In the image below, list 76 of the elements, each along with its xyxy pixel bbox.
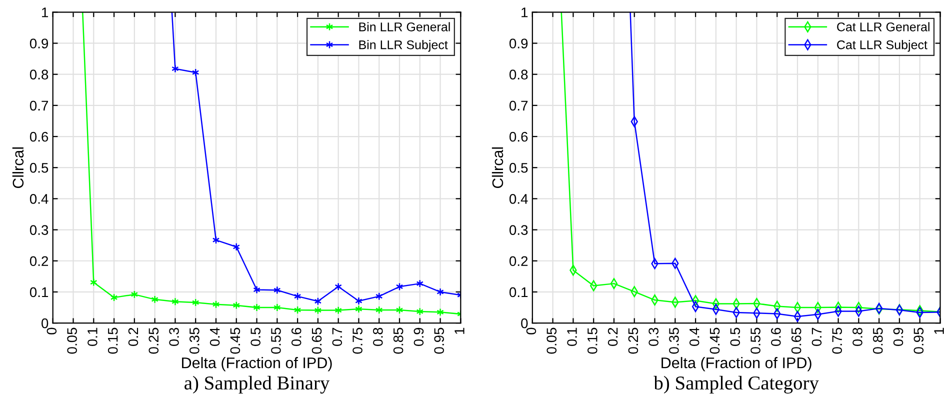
x-tick-label: 0.35 [669, 328, 679, 354]
x-axis-title: Delta (Fraction of IPD) [662, 357, 812, 372]
x-tick-label: 0.85 [393, 328, 404, 354]
x-tick-label: 0.9 [414, 328, 424, 346]
x-tick-label: 0.2 [128, 328, 138, 346]
x-tick-label: 0.6 [770, 328, 781, 346]
x-tick-label: 0.85 [872, 328, 883, 354]
y-tick-label: 0.3 [30, 225, 48, 235]
y-tick-label: 0.7 [30, 100, 48, 111]
x-tick-label: 0.95 [914, 328, 924, 354]
y-axis-title: Cllrcal [492, 147, 504, 188]
y-tick-label: 1 [42, 8, 48, 18]
x-tick-label: 0.35 [189, 328, 200, 354]
x-tick-label: 0.7 [332, 328, 342, 346]
x-tick-label: 0.5 [730, 328, 740, 346]
x-tick-label: 1 [934, 328, 944, 334]
y-tick-label: 0.6 [30, 132, 48, 142]
x-tick-label: 0.75 [352, 328, 362, 354]
x-tick-label: 1 [454, 328, 464, 334]
y-axis-title: Cllrcal [12, 147, 24, 188]
x-tick-label: 0.15 [587, 328, 598, 354]
point [253, 286, 260, 294]
x-tick-label: 0.4 [210, 328, 220, 346]
point [355, 304, 362, 314]
x-tick-label: 0.45 [230, 328, 240, 354]
text: a) Sampled Binary [184, 376, 330, 394]
y-tick-label: 0.6 [509, 132, 528, 142]
x-tick-label: 0.55 [271, 328, 281, 354]
x-tick-label: 0.4 [689, 328, 700, 346]
x-tick-label: 0.65 [791, 328, 802, 354]
y-tick-label: 0.4 [509, 194, 528, 204]
y-tick-label: 0.1 [30, 287, 48, 298]
y-tick-label: 0.2 [509, 256, 528, 266]
point [253, 303, 260, 312]
legend-label: Cat LLR General [837, 22, 930, 32]
x-tick-label: 0.75 [832, 328, 842, 354]
y-tick-label: 0.7 [509, 100, 528, 111]
x-tick-label: 0.1 [88, 328, 98, 346]
x-tick-label: 0.45 [710, 328, 720, 354]
y-tick-label: 0.8 [30, 70, 48, 80]
x-axis-title: Delta (Fraction of IPD) [182, 357, 332, 372]
y-tick-label: 0.4 [30, 194, 48, 204]
x-tick-label: 0.5 [250, 328, 260, 346]
y-tick-label: 0.8 [509, 70, 528, 80]
x-tick-label: 0.65 [312, 328, 322, 354]
x-tick-label: 0.05 [67, 328, 77, 354]
text: b) Sampled Category [654, 376, 819, 394]
y-tick-label: 1 [522, 8, 528, 18]
legend-label: Bin LLR General [359, 22, 450, 32]
y-tick-label: 0.1 [509, 287, 528, 298]
x-tick-label: 0.6 [291, 328, 302, 346]
y-tick-label: 0.5 [30, 162, 48, 173]
x-tick-label: 0.25 [148, 328, 159, 354]
x-tick-label: 0 [526, 328, 536, 334]
x-tick-label: 0 [46, 328, 57, 334]
x-tick-label: 0.8 [373, 328, 383, 346]
y-tick-label: 0.3 [509, 225, 528, 235]
x-tick-label: 0.3 [169, 328, 179, 346]
x-tick-label: 0.95 [434, 328, 444, 354]
y-tick-label: 0.2 [30, 256, 48, 266]
x-tick-label: 0.3 [648, 328, 658, 346]
x-tick-label: 0.15 [108, 328, 118, 354]
legend-label: Cat LLR Subject [837, 40, 928, 52]
x-tick-label: 0.25 [628, 328, 638, 354]
x-tick-label: 0.1 [567, 328, 577, 346]
y-tick-label: 0.5 [509, 162, 528, 173]
y-tick-label: 0.9 [30, 38, 48, 48]
point [355, 296, 362, 306]
y-tick-label: 0.9 [509, 38, 528, 48]
x-tick-label: 0.7 [812, 328, 822, 346]
x-tick-label: 0.8 [852, 328, 862, 346]
x-tick-label: 0.9 [893, 328, 904, 346]
x-tick-label: 0.05 [546, 328, 557, 354]
legend-label: Bin LLR Subject [359, 40, 448, 52]
x-tick-label: 0.55 [750, 328, 760, 354]
x-tick-label: 0.2 [608, 328, 618, 346]
